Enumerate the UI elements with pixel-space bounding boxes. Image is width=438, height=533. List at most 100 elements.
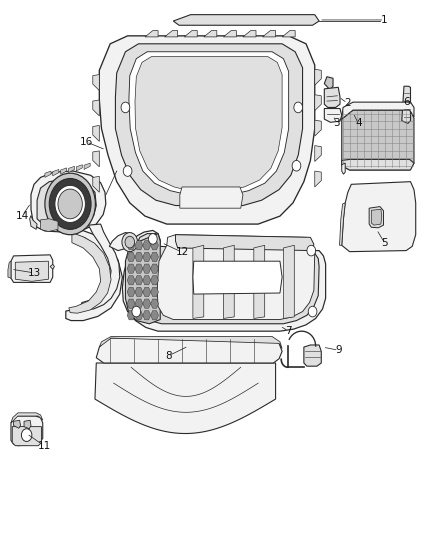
Circle shape [121, 102, 130, 113]
Polygon shape [342, 102, 414, 119]
Circle shape [122, 232, 138, 252]
Text: 1: 1 [381, 15, 388, 25]
Text: 6: 6 [403, 97, 410, 107]
Polygon shape [31, 171, 106, 232]
Polygon shape [11, 413, 43, 423]
Polygon shape [68, 166, 74, 173]
Polygon shape [184, 30, 197, 37]
Polygon shape [165, 30, 178, 37]
Polygon shape [93, 125, 99, 141]
Polygon shape [135, 56, 282, 191]
Text: 11: 11 [37, 441, 51, 451]
Polygon shape [315, 171, 321, 187]
Polygon shape [180, 187, 243, 208]
Polygon shape [315, 95, 321, 111]
Polygon shape [122, 230, 325, 331]
Circle shape [123, 166, 132, 176]
Polygon shape [369, 207, 384, 228]
Polygon shape [143, 252, 151, 262]
Polygon shape [143, 264, 151, 273]
Text: 2: 2 [344, 98, 351, 108]
Polygon shape [127, 252, 135, 262]
Polygon shape [110, 232, 135, 251]
Polygon shape [223, 30, 237, 37]
Polygon shape [93, 176, 99, 192]
Circle shape [58, 189, 82, 219]
Polygon shape [116, 44, 303, 206]
Polygon shape [45, 171, 51, 177]
Polygon shape [324, 109, 342, 122]
Polygon shape [12, 426, 42, 446]
Polygon shape [151, 264, 159, 273]
Polygon shape [50, 264, 54, 269]
Polygon shape [243, 30, 256, 37]
Polygon shape [135, 299, 143, 308]
Polygon shape [176, 235, 314, 251]
Polygon shape [127, 264, 135, 273]
Polygon shape [127, 276, 135, 285]
Text: 8: 8 [166, 351, 172, 361]
Circle shape [21, 429, 32, 441]
Polygon shape [127, 311, 135, 320]
Polygon shape [143, 276, 151, 285]
Text: 3: 3 [333, 118, 340, 128]
Polygon shape [135, 252, 143, 262]
Polygon shape [30, 216, 37, 229]
Polygon shape [262, 30, 276, 37]
Polygon shape [223, 245, 234, 318]
Polygon shape [127, 287, 135, 296]
Polygon shape [151, 311, 159, 320]
Polygon shape [151, 241, 159, 250]
Polygon shape [193, 245, 204, 318]
Polygon shape [11, 255, 53, 282]
Polygon shape [282, 30, 295, 37]
Polygon shape [143, 299, 151, 308]
Polygon shape [135, 276, 143, 285]
Polygon shape [135, 241, 143, 250]
Polygon shape [41, 219, 58, 231]
Polygon shape [315, 146, 321, 161]
Text: 16: 16 [80, 137, 93, 147]
Polygon shape [204, 30, 217, 37]
Text: 14: 14 [16, 211, 29, 221]
Polygon shape [127, 241, 135, 250]
Circle shape [148, 233, 157, 244]
Polygon shape [125, 233, 160, 324]
Polygon shape [99, 36, 315, 224]
Polygon shape [93, 151, 99, 167]
Polygon shape [60, 168, 67, 174]
Polygon shape [93, 75, 99, 91]
Polygon shape [193, 261, 282, 294]
Polygon shape [95, 363, 276, 433]
Text: 7: 7 [285, 326, 292, 336]
Polygon shape [339, 203, 345, 245]
Polygon shape [64, 227, 122, 320]
Polygon shape [135, 311, 143, 320]
Text: 5: 5 [381, 238, 388, 248]
Polygon shape [342, 159, 414, 170]
Polygon shape [254, 245, 265, 318]
Polygon shape [402, 86, 410, 123]
Polygon shape [143, 287, 151, 296]
Polygon shape [15, 261, 48, 281]
Polygon shape [53, 169, 59, 176]
Polygon shape [128, 233, 319, 324]
Circle shape [45, 173, 95, 235]
Text: 13: 13 [28, 268, 41, 278]
Circle shape [49, 179, 91, 229]
Polygon shape [151, 299, 159, 308]
Text: 4: 4 [355, 118, 362, 128]
Polygon shape [315, 69, 321, 85]
Polygon shape [145, 30, 158, 37]
Circle shape [307, 245, 316, 256]
Polygon shape [99, 336, 282, 349]
Polygon shape [69, 232, 111, 313]
Polygon shape [151, 252, 159, 262]
Polygon shape [135, 287, 143, 296]
Polygon shape [157, 235, 315, 319]
Polygon shape [304, 345, 321, 366]
Polygon shape [324, 77, 333, 90]
Polygon shape [151, 276, 159, 285]
Polygon shape [151, 287, 159, 296]
Polygon shape [93, 100, 99, 116]
